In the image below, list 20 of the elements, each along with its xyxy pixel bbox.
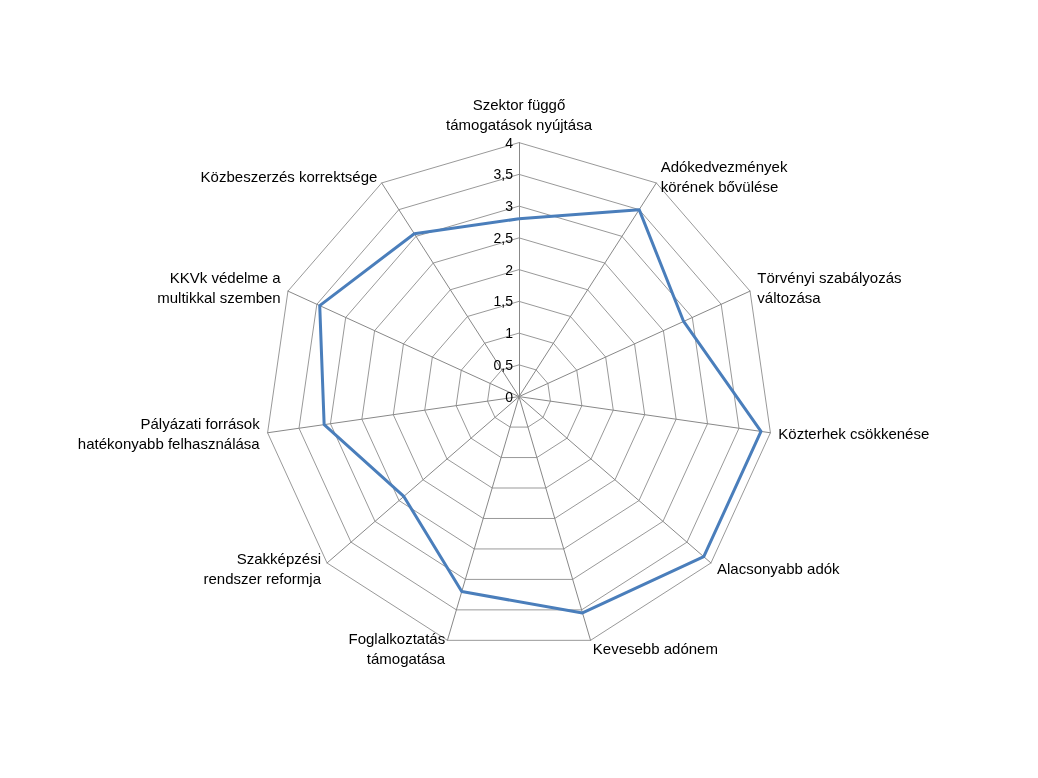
spoke-label: Közterhek csökkenése [778, 425, 930, 443]
y-tick-label: 0 [505, 388, 514, 405]
y-tick-label: 3 [505, 198, 514, 215]
spoke-label: KKVk védelme a multikkal szemben [157, 269, 282, 307]
spoke-label: Pályázati források hatékonyabb felhasználása [77, 415, 261, 453]
spoke-label: Szektor függő támogatások nyújtása [446, 96, 593, 134]
y-tick-label: 0,5 [493, 356, 514, 373]
y-tick-label: 2 [505, 261, 514, 278]
spoke-label: Adókedvezmények körének bővülése [660, 157, 788, 195]
spoke-label: Alacsonyabb adók [717, 559, 841, 577]
y-tick-label: 1,5 [493, 293, 514, 310]
y-tick-label: 4 [505, 134, 514, 151]
spoke-label: Közbeszerzés korrektsége [200, 167, 378, 185]
y-tick-label: 2,5 [493, 229, 514, 246]
spoke-label: Foglalkoztatás támogatása [348, 629, 446, 667]
spoke-label: Törvényi szabályozás változása [757, 269, 902, 307]
y-tick-label: 3,5 [493, 166, 514, 183]
y-tick-label: 1 [505, 325, 514, 342]
spoke-label: Kevesebb adónem [592, 639, 718, 657]
spoke-label: Szakképzési rendszer reformja [203, 549, 322, 587]
